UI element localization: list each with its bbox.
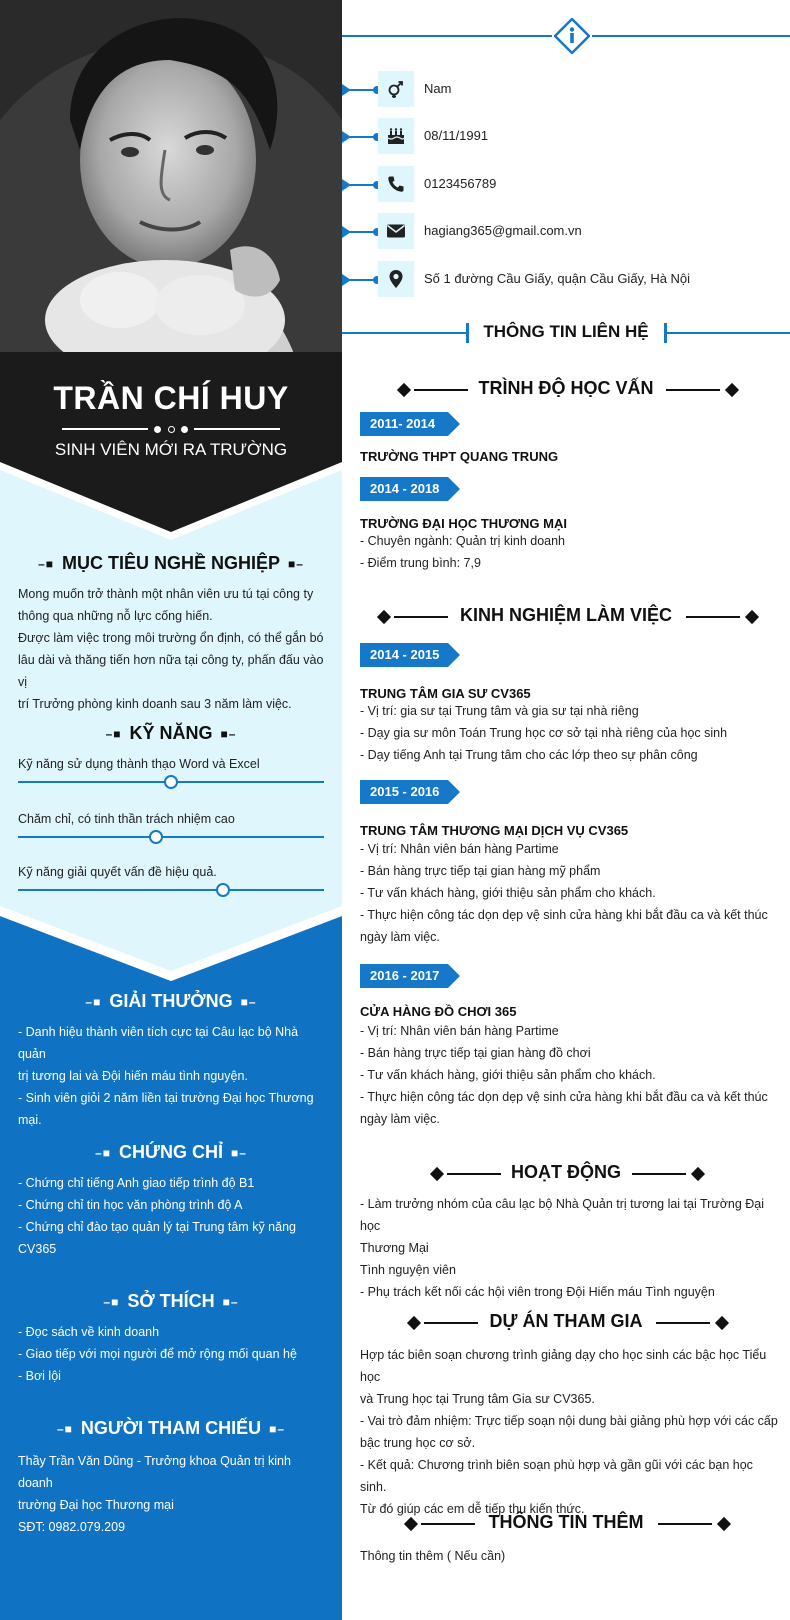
education-period: 2011- 2014 <box>360 412 460 436</box>
activities-text: - Làm trưởng nhóm của câu lạc bộ Nhà Quả… <box>360 1197 765 1299</box>
experience-employer: CỬA HÀNG ĐỒ CHƠI 365 <box>360 1004 517 1019</box>
experience-details: - Vị trí: Nhân viên bán hàng Partime - B… <box>360 1024 768 1126</box>
candidate-name: TRẦN CHÍ HUY <box>53 380 289 416</box>
contact-phone: 0123456789 <box>342 166 782 206</box>
education-title: TRÌNH ĐỘ HỌC VẤN <box>342 378 790 402</box>
skill-bar <box>18 775 324 789</box>
contact-section-title: THÔNG TIN LIÊN HỆ <box>342 320 790 346</box>
skill-item: Chăm chỉ, có tinh thần trách nhiệm cao <box>18 812 324 844</box>
awards-text: - Danh hiệu thành viên tích cực tại Câu … <box>18 1025 314 1127</box>
skill-bar <box>18 883 324 897</box>
experience-period: 2015 - 2016 <box>360 780 460 804</box>
experience-period: 2014 - 2015 <box>360 643 460 667</box>
extra-info-text: Thông tin thêm ( Nếu cần) <box>360 1549 506 1563</box>
skill-label: Kỹ năng giải quyết vấn đề hiệu quả. <box>18 865 217 879</box>
education-details: - Chuyên ngành: Quản trị kinh doanh - Đi… <box>360 534 565 570</box>
skill-item: Kỹ năng giải quyết vấn đề hiệu quả. <box>18 865 324 897</box>
experience-period: 2016 - 2017 <box>360 964 460 988</box>
certificates-text: - Chứng chỉ tiếng Anh giao tiếp trình độ… <box>18 1176 296 1256</box>
address-value: Số 1 đường Cầu Giấy, quận Cầu Giấy, Hà N… <box>424 271 691 286</box>
skill-knob <box>164 775 178 789</box>
right-column: Nam 08/11/1991 0123456789 hagiang365@gma… <box>342 0 790 1620</box>
projects-text: Hợp tác biên soạn chương trình giảng dạy… <box>360 1348 778 1516</box>
envelope-icon <box>378 213 414 249</box>
skills-title: –■ KỸ NĂNG ■– <box>105 723 237 743</box>
education-school: TRƯỜNG THPT QUANG TRUNG <box>360 449 559 464</box>
birthday-value: 08/11/1991 <box>424 128 489 143</box>
left-column: TRẦN CHÍ HUY SINH VIÊN MỚI RA TRƯỜNG –■ M… <box>0 0 342 1620</box>
gender-icon <box>378 71 414 107</box>
candidate-role: SINH VIÊN MỚI RA TRƯỜNG <box>54 440 288 459</box>
gender-value: Nam <box>424 81 452 96</box>
hobbies-text: - Đọc sách về kinh doanh - Giao tiếp với… <box>18 1325 297 1383</box>
contact-gender: Nam <box>342 71 782 111</box>
hobbies-title: –■ SỞ THÍCH ■– <box>103 1291 239 1311</box>
skill-label: Kỹ năng sử dụng thành thạo Word và Excel <box>18 757 260 771</box>
contact-address: Số 1 đường Cầu Giấy, quận Cầu Giấy, Hà N… <box>342 261 782 301</box>
education-school: TRƯỜNG ĐẠI HỌC THƯƠNG MẠI <box>360 516 567 531</box>
certificates-title: –■ CHỨNG CHỈ ■– <box>95 1142 247 1162</box>
skill-label: Chăm chỉ, có tinh thần trách nhiệm cao <box>18 812 235 826</box>
experience-details: - Vị trí: Nhân viên bán hàng Partime - B… <box>360 842 768 944</box>
skill-knob <box>216 883 231 897</box>
objective-title: –■ MỤC TIÊU NGHỀ NGHIỆP ■– <box>38 553 304 573</box>
activities-title: HOẠT ĐỘNG <box>342 1162 790 1186</box>
experience-employer: TRUNG TÂM THƯƠNG MẠI DỊCH VỤ CV365 <box>360 823 629 838</box>
birthday-cake-icon <box>378 118 414 154</box>
skill-bar <box>18 830 324 844</box>
map-pin-icon <box>378 261 414 297</box>
objective-text: Mong muốn trở thành một nhân viên ưu tú … <box>18 587 324 711</box>
references-text: Thầy Trần Văn Dũng - Trưởng khoa Quản tr… <box>18 1454 291 1534</box>
projects-title: DỰ ÁN THAM GIA <box>342 1311 790 1335</box>
experience-details: - Vị trí: gia sư tại Trung tâm và gia sư… <box>360 704 728 762</box>
education-period: 2014 - 2018 <box>360 477 460 501</box>
phone-value: 0123456789 <box>424 176 497 191</box>
skill-knob <box>148 830 163 844</box>
name-divider <box>62 424 280 434</box>
experience-title: KINH NGHIỆM LÀM VIỆC <box>342 605 790 629</box>
awards-title: –■ GIẢI THƯỞNG ■– <box>85 991 257 1011</box>
profile-photo <box>0 0 342 372</box>
experience-employer: TRUNG TÂM GIA SƯ CV365 <box>360 686 531 701</box>
phone-icon <box>378 166 414 202</box>
email-value: hagiang365@gmail.com.vn <box>424 223 582 238</box>
top-rule-right <box>592 35 790 37</box>
extra-info-title: THÔNG TIN THÊM <box>342 1512 790 1536</box>
contact-birthday: 08/11/1991 <box>342 118 782 158</box>
skill-item: Kỹ năng sử dụng thành thạo Word và Excel <box>18 757 324 789</box>
left-blue-panel <box>0 916 342 1620</box>
info-icon <box>553 17 591 55</box>
references-title: –■ NGƯỜI THAM CHIẾU ■– <box>56 1418 286 1438</box>
top-rule-left <box>342 35 552 37</box>
contact-email: hagiang365@gmail.com.vn <box>342 213 782 253</box>
